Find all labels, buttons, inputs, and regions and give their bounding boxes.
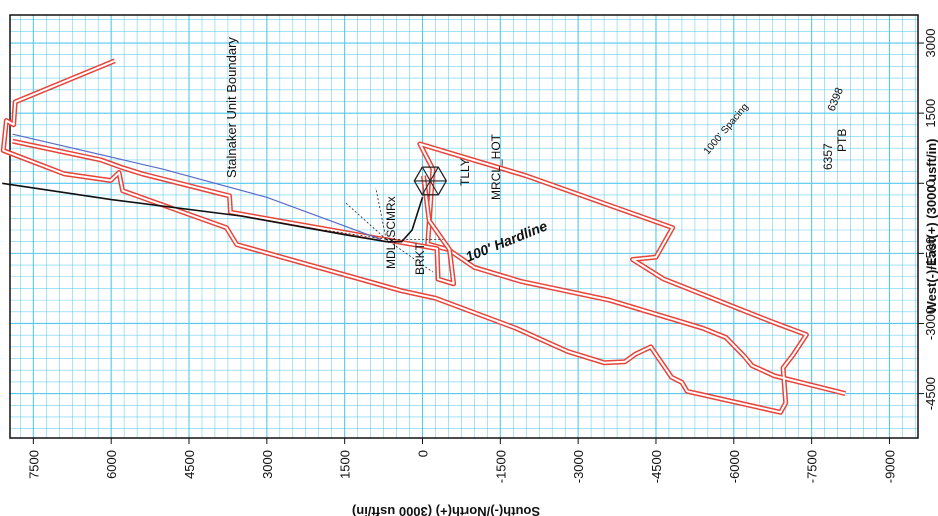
fan-line-4 <box>385 239 434 273</box>
fan-line-1 <box>323 229 387 240</box>
unit-boundary-lines <box>0 58 847 415</box>
pad-marker-spoke <box>421 166 439 196</box>
boundary-series-0-inner <box>2 59 846 414</box>
x-tick-label: -9000 <box>883 450 898 483</box>
y-tick-label: -4500 <box>923 377 938 410</box>
x-tick-label: -6000 <box>727 450 742 483</box>
fan-line-0 <box>344 201 387 240</box>
x-tick-label: -4500 <box>649 450 664 483</box>
x-tick-label: -3000 <box>571 450 586 483</box>
x-tick-label: 4500 <box>182 450 197 479</box>
y-tick-label: 0 <box>923 180 938 187</box>
y-axis-title: West(-)/East(+) (3000 usft/in) <box>924 139 938 314</box>
well-6357-label: 6357 <box>821 143 835 170</box>
plot-background <box>10 15 918 438</box>
ptb-label: PTB <box>835 129 849 152</box>
y-tick-label: 1500 <box>923 99 938 128</box>
y-tick-label: -1500 <box>923 237 938 270</box>
brkt-label: BRKT <box>413 242 427 275</box>
x-tick-label: -7500 <box>805 450 820 483</box>
tlly-label: TLLY <box>458 158 472 186</box>
wellpath-lines <box>2 133 448 273</box>
y-tick-label: 3000 <box>923 29 938 58</box>
x-tick-label: 1500 <box>338 450 353 479</box>
grid <box>9 14 919 439</box>
wellpath-6398-line <box>12 133 382 240</box>
x-axis-title: South(-)/North(+) (3000 usft/in) <box>352 504 540 516</box>
x-tick-label: -1500 <box>493 450 508 483</box>
wellpath-6357-line <box>2 182 424 243</box>
x-tick-label: 0 <box>416 450 431 457</box>
fan-line-2 <box>375 187 387 240</box>
x-tick-label: 6000 <box>104 450 119 479</box>
hardline-inner <box>12 140 455 285</box>
y-tick-label: -3000 <box>923 307 938 340</box>
plot-frame <box>9 14 919 439</box>
x-tick-label: 3000 <box>260 450 275 479</box>
mrcl-hot-label: MRCL_HOT <box>489 133 503 200</box>
unit-boundary-label: Stalnaker Unit Boundary <box>224 37 239 178</box>
axis-ticks: 7500 6000 4500 3000 1500 0 -1500 -3000 -4500 -600… <box>26 29 938 484</box>
mdl-scmr-label: MDLxSCMRx <box>384 196 398 269</box>
x-tick-label: 7500 <box>26 450 41 479</box>
